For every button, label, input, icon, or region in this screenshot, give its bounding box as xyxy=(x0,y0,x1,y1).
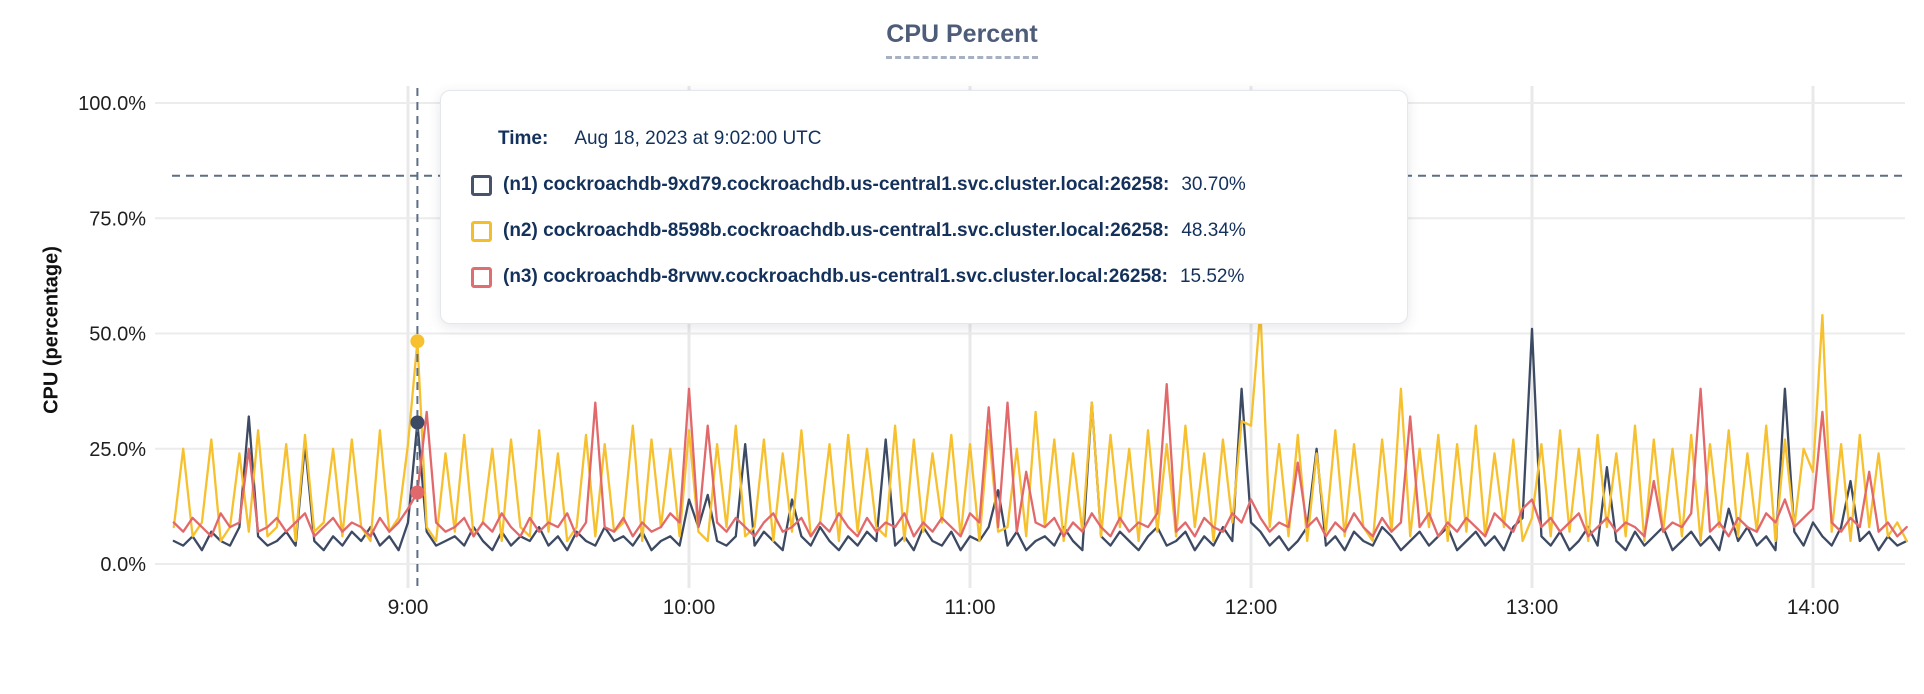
y-tick-label: 75.0% xyxy=(89,208,146,230)
x-tick-label: 14:00 xyxy=(1787,596,1840,619)
tooltip-series-value: 30.70% xyxy=(1181,174,1246,195)
tooltip-time-label: Time: xyxy=(498,128,549,149)
series-line-n2 xyxy=(172,309,1908,543)
y-tick-label: 0.0% xyxy=(100,554,146,576)
series-swatch-n1 xyxy=(471,174,492,196)
tooltip-time-row: Time: Aug 18, 2023 at 9:02:00 UTC xyxy=(498,127,1379,151)
x-tick-label: 9:00 xyxy=(388,596,429,619)
tooltip-series-label: (n1) cockroachdb-9xd79.cockroachdb.us-ce… xyxy=(503,174,1170,195)
x-tick-label: 10:00 xyxy=(663,596,716,619)
hover-dot-n3 xyxy=(410,485,425,500)
tooltip-series-value: 15.52% xyxy=(1179,266,1245,287)
hover-dot-n2 xyxy=(410,334,425,349)
y-tick-label: 100.0% xyxy=(78,93,146,115)
chart-title-wrap: CPU Percent xyxy=(0,20,1924,59)
x-tick-label: 13:00 xyxy=(1506,596,1559,619)
series-line-n3 xyxy=(172,383,1908,538)
y-tick-label: 50.0% xyxy=(89,324,146,346)
x-tick-label: 11:00 xyxy=(945,596,996,619)
x-tick-label: 12:00 xyxy=(1225,596,1278,619)
tooltip-time-value: Aug 18, 2023 at 9:02:00 UTC xyxy=(574,128,822,149)
hover-dot-n1 xyxy=(410,415,425,430)
hover-tooltip: Time: Aug 18, 2023 at 9:02:00 UTC (n1) co… xyxy=(440,90,1408,324)
tooltip-series-row: (n1) cockroachdb-9xd79.cockroachdb.us-ce… xyxy=(471,173,1379,197)
y-tick-label: 25.0% xyxy=(89,439,146,461)
series-line-n1 xyxy=(172,327,1908,552)
series-swatch-n2 xyxy=(471,220,492,242)
tooltip-series-row: (n3) cockroachdb-8rvwv.cockroachdb.us-ce… xyxy=(471,265,1379,289)
chart-title: CPU Percent xyxy=(886,20,1038,59)
tooltip-series-label: (n3) cockroachdb-8rvwv.cockroachdb.us-ce… xyxy=(503,266,1168,287)
series-swatch-n3 xyxy=(471,266,492,288)
tooltip-series-value: 48.34% xyxy=(1181,220,1246,241)
tooltip-series-label: (n2) cockroachdb-8598b.cockroachdb.us-ce… xyxy=(503,220,1170,241)
tooltip-series-row: (n2) cockroachdb-8598b.cockroachdb.us-ce… xyxy=(471,219,1379,243)
